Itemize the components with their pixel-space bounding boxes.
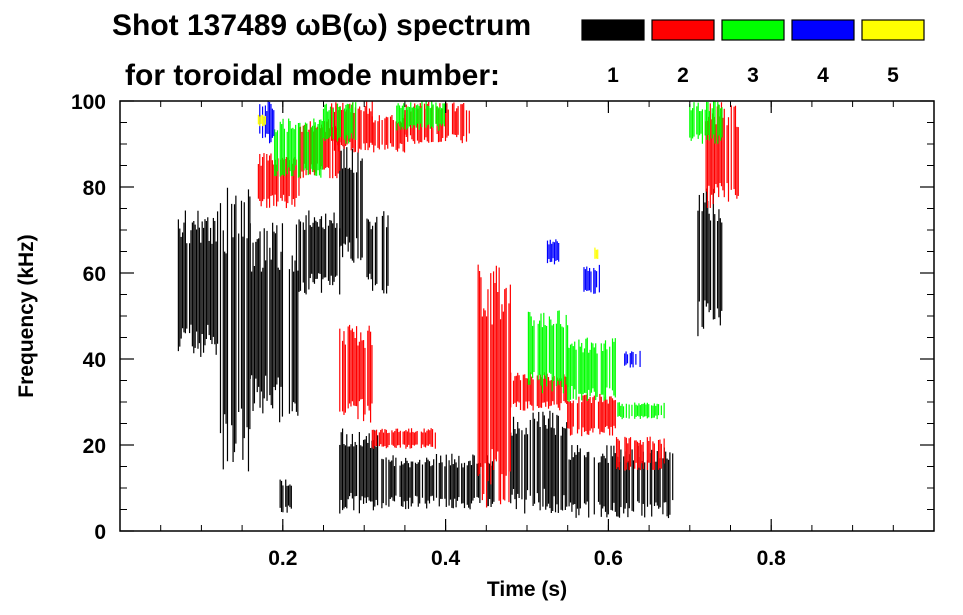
mode-2-region-10 (615, 436, 665, 471)
mode-2-region-7 (477, 264, 511, 508)
mode-2-region-6 (371, 428, 436, 449)
mode-3-region-5 (617, 402, 665, 420)
legend-swatch-3 (721, 19, 785, 41)
y-axis-label: Frequency (kHz) (15, 234, 38, 397)
legend-swatch-4 (791, 19, 855, 41)
mode-5-region-0 (257, 114, 266, 127)
y-tick-label: 100 (71, 91, 106, 114)
mode-number-legend: 1 2 3 4 5 (581, 19, 925, 87)
x-tick-label: 0.4 (431, 547, 461, 570)
mode-2-region-9 (567, 393, 616, 437)
mode-5-region-1 (594, 247, 599, 259)
mode-1-region-2 (249, 222, 299, 423)
mode-1-region-0 (177, 210, 219, 357)
y-tick-label: 0 (94, 521, 106, 544)
x-tick-label: 0.2 (268, 547, 297, 570)
legend-label-4: 4 (817, 64, 829, 87)
mode-1-region-11 (697, 188, 723, 337)
legend-swatch-2 (651, 19, 715, 41)
mode-2-region-5 (339, 324, 373, 423)
mode-4-region-3 (624, 350, 641, 368)
mode-1-region-1 (219, 187, 251, 472)
mode-3-region-6 (689, 101, 723, 144)
mode-3-region-3 (527, 310, 569, 394)
mode-1-region-7 (339, 428, 379, 514)
mode-4-region-1 (546, 239, 560, 265)
y-tick-label: 40 (83, 349, 106, 372)
mode-2-region-3 (371, 114, 406, 153)
mode-1-region-10 (568, 445, 674, 519)
x-tick-label: 0.8 (757, 547, 787, 570)
mode-1-region-9 (510, 410, 568, 514)
legend-swatch-1 (581, 19, 645, 41)
legend-label-5: 5 (887, 64, 899, 87)
mode-1-region-3 (298, 210, 341, 295)
y-tick-label: 80 (83, 177, 106, 200)
legend-label-1: 1 (607, 64, 619, 87)
chart-subtitle: for toroidal mode number: (125, 59, 500, 92)
mode-1-region-5 (339, 145, 363, 263)
legend-label-3: 3 (747, 64, 759, 87)
spectrum-data (177, 101, 739, 519)
legend-swatch-5 (861, 19, 925, 41)
mode-1-region-8 (381, 453, 495, 510)
mode-1-region-4 (279, 479, 292, 513)
axes: 0.2 0.4 0.6 0.8 0 20 40 60 80 100 (71, 91, 934, 570)
y-tick-label: 20 (83, 435, 106, 458)
mode-1-region-6 (366, 211, 389, 294)
legend-label-2: 2 (677, 64, 689, 87)
mode-3-region-1 (322, 102, 357, 144)
mode-4-region-0 (259, 101, 275, 144)
y-tick-label: 60 (83, 263, 106, 286)
mode-3-region-4 (567, 337, 616, 402)
mode-4-region-2 (583, 264, 600, 294)
mode-3-region-2 (396, 101, 445, 131)
x-tick-label: 0.6 (594, 547, 623, 570)
mode-3-region-0 (274, 118, 323, 178)
x-axis-label: Time (s) (487, 578, 567, 601)
chart-title: Shot 137489 ωB(ω) spectrum (112, 9, 531, 42)
